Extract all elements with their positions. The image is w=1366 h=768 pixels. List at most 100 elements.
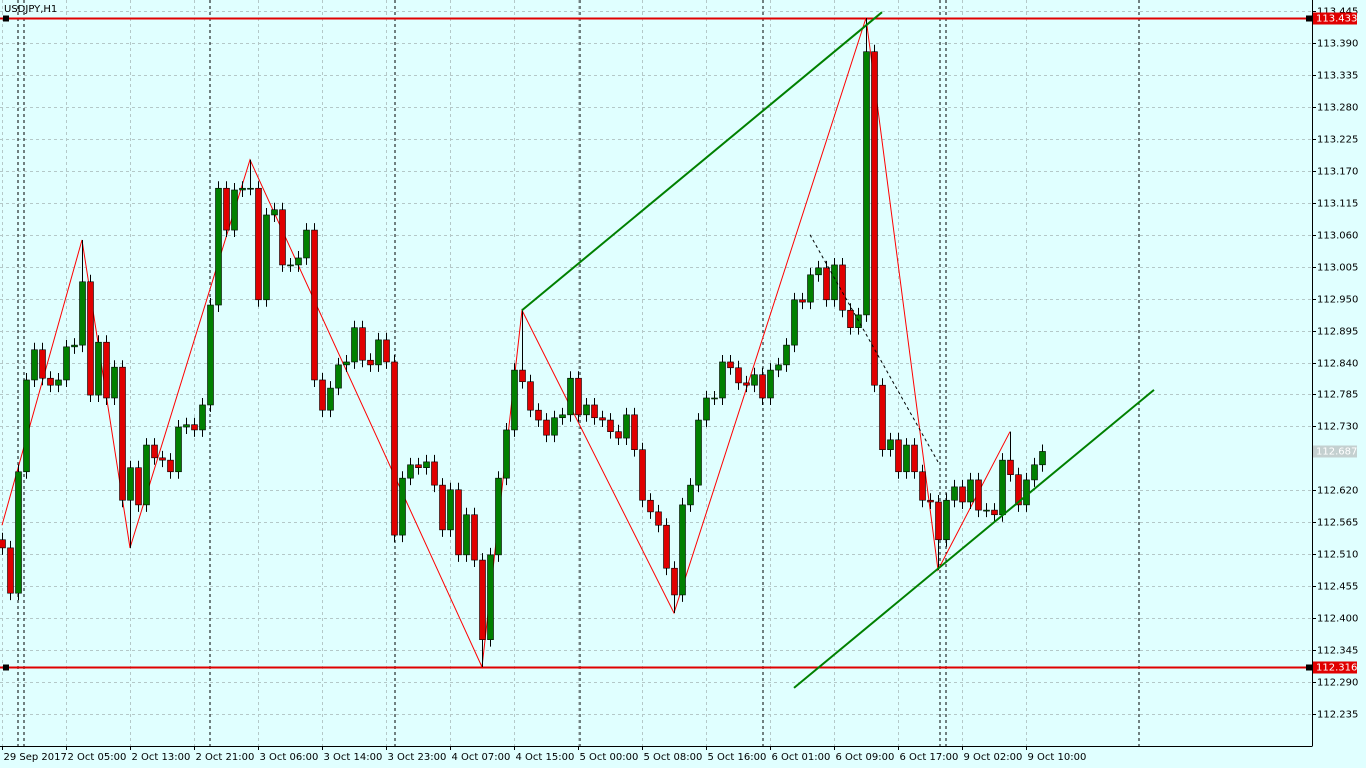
candle-body [991,509,998,516]
y-tick-label: 113.280 [1317,103,1358,114]
candle-body [719,361,726,399]
candle-body [943,499,950,541]
candle-body [671,567,678,596]
candle-body [567,377,574,416]
candle-body [367,359,374,366]
candle-body [423,461,430,469]
x-tick-label: 9 Oct 10:00 [1028,752,1087,763]
candle-body [111,366,118,399]
x-tick-label: 3 Oct 14:00 [324,752,383,763]
candle-body [351,327,358,363]
candle-body [879,384,886,450]
candle-body [87,281,94,396]
candle-body [255,187,262,301]
candle-body [911,444,918,473]
x-tick-label: 4 Oct 07:00 [452,752,511,763]
last-price-label: 112.687 [1316,447,1357,458]
y-tick-label: 112.620 [1317,486,1358,497]
candle-body [807,274,814,303]
y-tick-label: 113.005 [1317,263,1358,274]
candle-body [191,424,198,431]
candle-body [23,379,30,473]
candle-body [479,559,486,640]
y-tick-label: 113.115 [1317,199,1358,210]
candle-body [207,304,214,406]
candle-body [487,554,494,640]
axes: 112.235 112.290 112.345 112.400 112.455 112.5… [2,7,1358,763]
candle-body [735,367,742,384]
candle-body [375,339,382,366]
candle-body [743,382,750,386]
last-price-box [1313,445,1357,458]
candle-body [903,444,910,473]
x-tick-label: 9 Oct 02:00 [964,752,1023,763]
candle-body [167,459,174,473]
x-tick-label: 6 Oct 17:00 [900,752,959,763]
y-tick-label: 112.565 [1317,518,1358,529]
y-tick-label: 112.345 [1317,646,1358,657]
candle-body [447,489,454,531]
candle-body [199,404,206,431]
candle-body [623,414,630,439]
candle-body [135,467,142,506]
chart-title: USDJPY,H1 [4,4,57,15]
level-anchor [1306,664,1312,671]
candle-body [823,267,830,301]
candle-body [175,426,182,473]
y-tick-label: 113.225 [1317,135,1358,146]
candle-body [887,439,894,450]
candle-body [727,361,734,369]
candle-body [55,379,62,386]
candle-body [63,346,70,381]
candle-body [895,439,902,473]
candle-body [791,299,798,346]
candle-body [983,509,990,512]
candle-body [1015,474,1022,506]
x-tick-label: 2 Oct 21:00 [196,752,255,763]
candle-body [215,187,222,306]
candle-body [703,397,710,421]
y-tick-label: 112.950 [1317,295,1358,306]
x-tick-label: 6 Oct 01:00 [772,752,831,763]
candle-body [303,229,310,259]
candle-body [383,339,390,363]
plot [0,11,1312,689]
candle-body [503,429,510,479]
y-tick-label: 113.170 [1317,167,1358,178]
level-anchor [1306,15,1312,22]
candle-body [327,387,334,411]
candle-body [407,464,414,479]
level-label: 113.433 [1316,14,1357,25]
candle-body [103,341,110,399]
candle-body [999,459,1006,516]
level-label-box [1313,12,1357,25]
candle-body [431,461,438,486]
candle-body [839,264,846,311]
y-tick-label: 112.785 [1317,390,1358,401]
candle-body [775,364,782,371]
trendline [793,389,1155,689]
x-tick-label: 5 Oct 08:00 [644,752,703,763]
candle-body [783,344,790,366]
candle-body [151,444,158,459]
y-tick-label: 113.060 [1317,231,1358,242]
candle-body [495,477,502,556]
candle-body [31,349,38,381]
candle-body [535,409,542,421]
candle-body [223,187,230,231]
candle-body [975,479,982,511]
candle-body [831,264,838,301]
candle-body [263,214,270,301]
candle-body [967,479,974,503]
candle-body [359,327,366,361]
candle-body [591,404,598,419]
candle-body [615,431,622,439]
candle-body [559,414,566,419]
candle-body [271,209,278,216]
y-tick-label: 112.455 [1317,582,1358,593]
x-tick-label: 6 Oct 09:00 [836,752,895,763]
candle-body [711,397,718,400]
candle-body [415,464,422,469]
candle-body [183,424,190,428]
